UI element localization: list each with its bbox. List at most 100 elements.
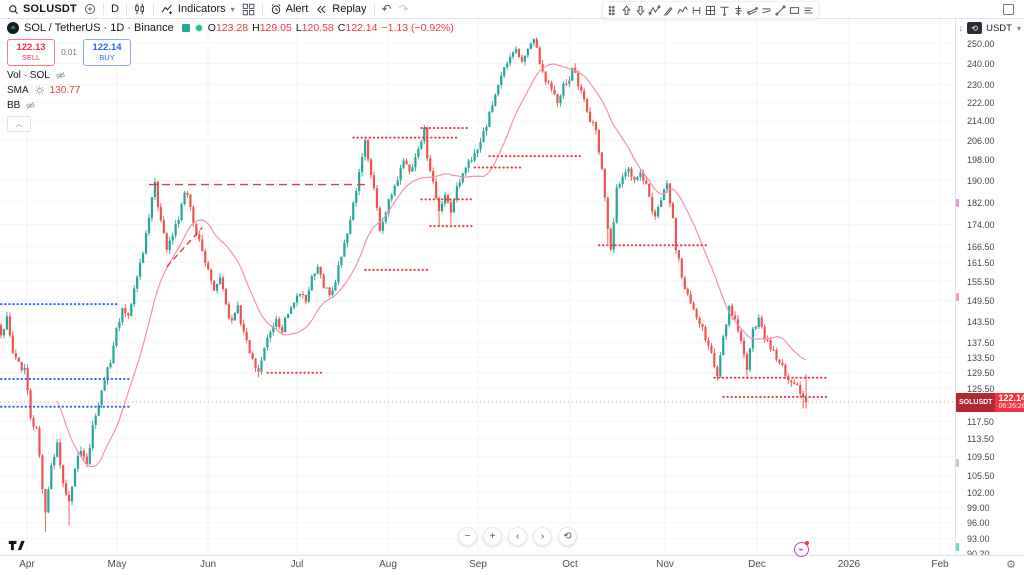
head-and-shoulders-icon[interactable] <box>690 4 703 17</box>
user-drawings[interactable] <box>0 127 828 408</box>
zoom-out-button[interactable]: − <box>458 527 477 546</box>
trend-line-drawing[interactable] <box>166 227 203 268</box>
candle <box>494 93 497 107</box>
flat-top-channel-icon[interactable] <box>760 4 773 17</box>
fullscreen-button[interactable] <box>1002 3 1015 16</box>
axis-mark <box>956 459 959 467</box>
candle <box>248 339 251 354</box>
zoom-in-button[interactable]: + <box>483 527 502 546</box>
price-chart[interactable] <box>0 19 955 555</box>
price-tick: 113.50 <box>967 434 994 445</box>
gear-icon[interactable] <box>34 85 45 96</box>
brush-icon[interactable] <box>662 4 675 17</box>
candle <box>511 51 515 60</box>
candle <box>73 468 77 487</box>
candle <box>654 209 657 221</box>
candle <box>411 163 414 172</box>
indicator-row-volume[interactable]: Vol · SOL <box>7 70 454 81</box>
legend-collapse-button[interactable]: ︿ <box>7 116 31 132</box>
candle <box>464 166 467 177</box>
scroll-right-button[interactable]: › <box>533 527 552 546</box>
candle <box>514 46 518 54</box>
tradingview-logo[interactable] <box>8 538 25 556</box>
candle <box>236 301 239 315</box>
alert-button[interactable]: Alert <box>270 3 308 15</box>
time-scale[interactable]: ⚙ Apr May Jun Jul Aug Sep Oct Nov Dec 2026 Feb <box>0 555 1024 575</box>
chart-style-icon[interactable] <box>134 3 146 15</box>
chart-area[interactable] <box>0 19 955 555</box>
candle <box>473 148 476 163</box>
layout-grid-icon[interactable] <box>242 3 255 16</box>
candle <box>384 210 387 225</box>
replay-icon <box>317 5 326 13</box>
rectangle-icon[interactable] <box>788 4 801 17</box>
candle <box>100 390 103 408</box>
parallel-channel-icon[interactable] <box>746 4 759 17</box>
indicator-row-sma[interactable]: SMA 130.77 <box>7 85 81 96</box>
buy-button[interactable]: 122.14 BUY <box>83 39 131 66</box>
compare-add-icon[interactable] <box>84 3 96 15</box>
indicator-row-bb[interactable]: BB <box>7 100 454 111</box>
trend-based-fib-icon[interactable] <box>718 4 731 17</box>
currency-label[interactable]: USDT <box>986 22 1012 34</box>
redo-icon[interactable]: ↷ <box>398 2 409 16</box>
candle <box>17 357 20 363</box>
candle <box>432 167 435 184</box>
candle <box>159 203 162 223</box>
trend-line-icon[interactable] <box>774 4 787 17</box>
candle <box>674 217 677 254</box>
volume-profile-icon[interactable] <box>732 4 745 17</box>
indicators-button[interactable]: Indicators ▾ <box>161 3 235 15</box>
candle <box>600 152 603 171</box>
favorite-drawings-toolbar[interactable] <box>602 1 819 19</box>
candle <box>437 197 441 226</box>
symbol-title[interactable]: SOL / TetherUS · 1D · Binance <box>24 22 174 34</box>
symbol-search[interactable]: SOLUSDT <box>8 3 77 15</box>
candle <box>189 193 192 211</box>
eye-slash-icon[interactable] <box>55 70 66 81</box>
arrow-down-icon[interactable] <box>634 4 647 17</box>
eye-slash-icon[interactable] <box>25 100 36 111</box>
price-scale[interactable]: ↓ ⟲ USDT ▾ SOLUSDT 122.14 06:26:26 250.0… <box>955 19 1024 559</box>
xabcd-pattern-icon[interactable] <box>648 4 661 17</box>
candle <box>381 219 384 235</box>
elliott-wave-icon[interactable] <box>676 4 689 17</box>
candle <box>790 379 793 387</box>
fib-retracement-icon[interactable] <box>704 4 717 17</box>
candle <box>606 196 609 244</box>
candle <box>733 311 737 320</box>
candle <box>82 448 85 461</box>
reset-view-button[interactable]: ⟲ <box>558 527 577 546</box>
candle <box>497 84 500 97</box>
replay-label: Replay <box>332 3 367 15</box>
candle <box>201 234 204 252</box>
drag-handle-icon[interactable] <box>606 4 619 17</box>
candle <box>313 273 316 281</box>
candle <box>429 154 432 173</box>
candle <box>177 216 180 228</box>
replay-button[interactable]: Replay <box>315 3 367 15</box>
interval-button[interactable]: D <box>110 3 119 15</box>
ai-spark-icon[interactable]: ⌁ <box>794 541 810 558</box>
candle <box>340 256 343 269</box>
price-tick: 230.00 <box>967 80 995 91</box>
last-price-value: 122.14 <box>998 392 1024 403</box>
horizontal-lines-icon[interactable] <box>802 4 815 17</box>
candle <box>491 101 494 114</box>
candle <box>215 283 219 294</box>
candle <box>470 156 473 164</box>
scroll-left-button[interactable]: ‹ <box>508 527 527 546</box>
gear-icon[interactable]: ⚙ <box>1006 559 1016 571</box>
arrow-up-icon[interactable] <box>620 4 633 17</box>
candle <box>467 158 470 172</box>
sell-button[interactable]: 122.13 SELL <box>7 39 55 66</box>
sma-line[interactable] <box>56 63 807 468</box>
sort-arrow-icon[interactable]: ↓ <box>958 23 964 33</box>
candle <box>369 158 373 179</box>
candle <box>0 323 3 339</box>
scale-mode-icon[interactable]: ⟲ <box>967 22 983 34</box>
undo-icon[interactable]: ↶ <box>381 2 392 16</box>
candle <box>402 157 405 170</box>
candle <box>331 286 334 297</box>
candle <box>8 312 11 338</box>
